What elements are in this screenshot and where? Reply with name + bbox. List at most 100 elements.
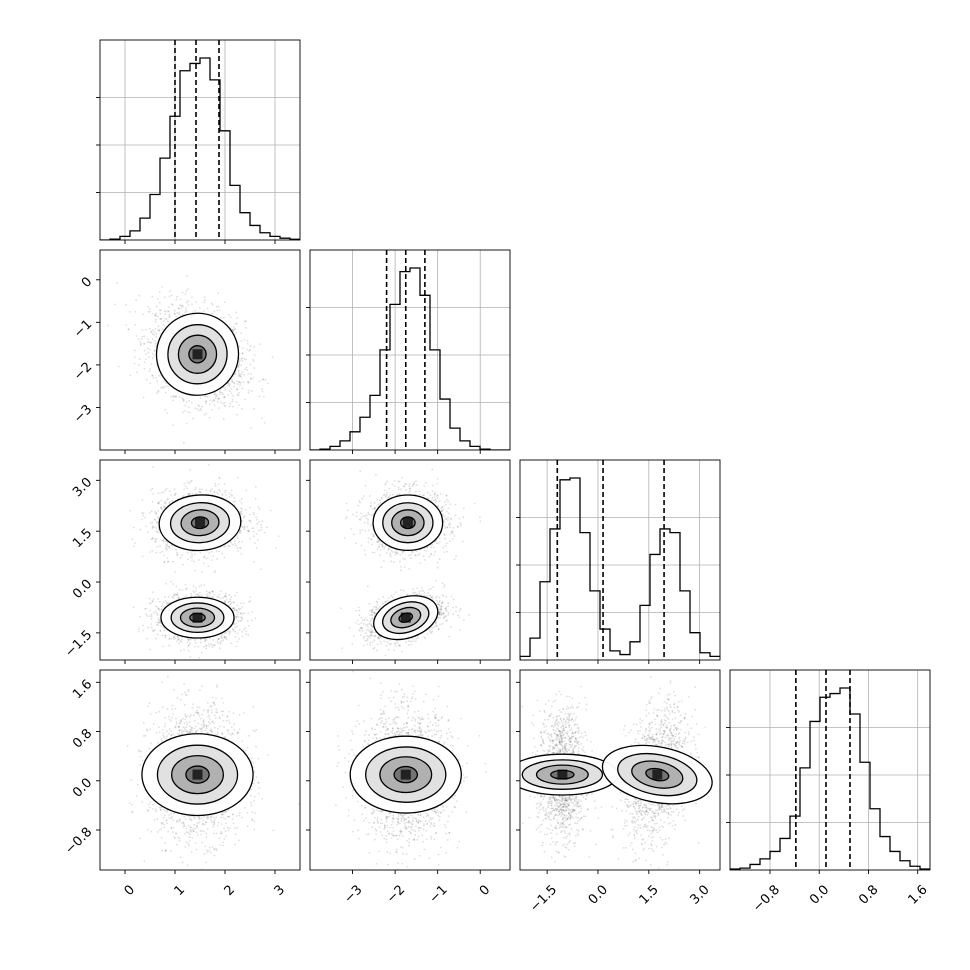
scatter-point <box>162 491 165 493</box>
scatter-point <box>221 637 224 640</box>
scatter-point <box>234 609 237 611</box>
scatter-point <box>237 364 240 367</box>
scatter-point <box>248 381 250 384</box>
contour-line <box>190 516 210 530</box>
scatter-point <box>234 540 236 543</box>
scatter-point <box>236 604 239 607</box>
scatter-point <box>234 322 237 325</box>
scatter-point <box>148 341 150 343</box>
scatter-point <box>151 328 154 331</box>
scatter-point <box>155 637 157 640</box>
scatter-point <box>133 356 136 359</box>
scatter-point <box>218 476 221 479</box>
scatter-point <box>237 370 240 373</box>
scatter-point <box>227 600 230 603</box>
scatter-point <box>252 511 255 514</box>
scatter-point <box>190 402 193 404</box>
scatter-point <box>200 409 202 412</box>
scatter-point <box>152 377 155 379</box>
scatter-point <box>160 491 163 494</box>
scatter-point <box>170 303 173 305</box>
scatter-point <box>240 358 243 360</box>
scatter-point <box>178 311 181 314</box>
scatter-point <box>150 618 153 620</box>
scatter-point <box>156 545 159 548</box>
scatter-point <box>163 606 165 609</box>
scatter-point <box>211 596 213 599</box>
scatter-point <box>241 618 244 621</box>
scatter-point <box>247 381 250 384</box>
scatter-point <box>153 518 156 521</box>
scatter-point <box>230 541 232 544</box>
scatter-point <box>168 313 171 316</box>
scatter-point <box>215 393 218 396</box>
scatter-point <box>249 513 252 516</box>
scatter-point <box>241 526 244 529</box>
scatter-point <box>261 520 264 523</box>
scatter-point <box>178 588 181 591</box>
scatter-point <box>193 639 196 642</box>
scatter-point <box>211 408 213 411</box>
scatter-point <box>180 304 183 307</box>
scatter-point <box>215 550 218 553</box>
scatter-point <box>178 314 181 317</box>
scatter-point <box>146 637 148 640</box>
scatter-point <box>260 523 263 526</box>
scatter-point <box>237 620 240 622</box>
scatter-point <box>224 491 226 494</box>
scatter-point <box>216 558 219 560</box>
scatter-point <box>217 292 219 295</box>
scatter-point <box>199 491 201 493</box>
scatter-point <box>431 468 434 471</box>
scatter-point <box>208 552 211 555</box>
scatter-point <box>176 553 178 556</box>
scatter-point <box>137 338 140 341</box>
scatter-point <box>224 386 227 389</box>
hist-area-2 <box>310 250 510 450</box>
scatter-point <box>389 494 391 497</box>
scatter-point <box>222 596 225 599</box>
scatter-point <box>234 615 237 618</box>
scatter-point <box>156 606 159 609</box>
scatter-point <box>190 592 193 595</box>
scatter-point <box>163 320 166 323</box>
scatter-point <box>157 329 160 331</box>
scatter-point <box>364 553 367 556</box>
scatter-point <box>247 389 250 392</box>
scatter-point <box>243 357 246 360</box>
scatter-point <box>239 619 242 622</box>
scatter-point <box>158 329 161 331</box>
scatter-point <box>173 636 176 639</box>
scatter-point <box>194 486 197 489</box>
scatter-point <box>240 507 243 510</box>
scatter-point <box>237 550 239 553</box>
scatter-point <box>218 647 221 650</box>
scatter-point <box>186 481 189 484</box>
scatter-point <box>227 384 229 387</box>
scatter-point <box>252 560 255 563</box>
scatter-point <box>232 607 235 610</box>
scatter-point <box>171 500 174 502</box>
scatter-point <box>204 638 207 641</box>
scatter-point <box>239 511 242 514</box>
hist-series-3 <box>520 477 720 660</box>
scatter-point <box>216 309 219 312</box>
scatter-point <box>229 600 232 603</box>
scatter-point <box>159 622 162 624</box>
scatter-point <box>145 525 148 528</box>
scatter-point <box>211 595 214 598</box>
scatter-point <box>149 511 151 514</box>
scatter-point <box>212 639 215 641</box>
scatter-point <box>238 363 241 365</box>
scatter-point <box>261 390 264 393</box>
scatter-point <box>152 493 155 496</box>
scatter-point <box>186 493 189 495</box>
scatter-point <box>198 595 201 597</box>
scatter-point <box>262 378 265 381</box>
scatter-point <box>187 649 190 652</box>
scatter-point <box>185 588 187 591</box>
scatter-point <box>238 357 241 360</box>
scatter-point <box>246 348 248 351</box>
scatter-point <box>200 594 203 597</box>
scatter-point <box>155 530 158 533</box>
